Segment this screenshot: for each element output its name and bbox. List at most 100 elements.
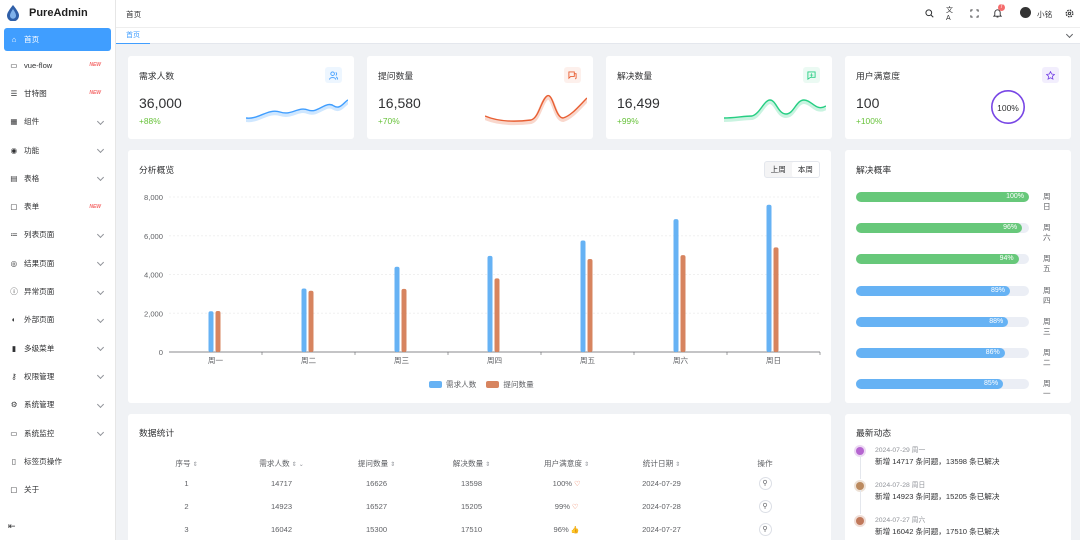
bar[interactable] — [215, 311, 221, 352]
sort-icon[interactable]: ⇕ — [485, 462, 491, 468]
tab-menu-chevron-icon[interactable] — [1065, 30, 1074, 39]
avatar[interactable] — [1020, 7, 1031, 18]
sort-icon[interactable]: ⇕ — [390, 462, 396, 468]
sidebar-item[interactable]: ◎ 结果页面 — [0, 249, 115, 277]
sidebar-item-label: 外部页面 — [24, 315, 55, 325]
column-header[interactable]: 解决数量 ⇕ — [424, 455, 519, 472]
list-icon: ≔ — [10, 230, 18, 240]
column-header[interactable]: 提问数量 ⇕ — [329, 455, 424, 472]
column-header[interactable]: 统计日期 ⇕ — [614, 455, 709, 472]
last-week-button[interactable]: 上周 — [770, 165, 786, 174]
bar[interactable] — [494, 278, 500, 352]
sidebar-item[interactable]: ▮ 多级菜单 — [0, 334, 115, 362]
rate-row: 85% 周一 — [856, 379, 1051, 398]
collapse-sidebar-icon[interactable]: ⇤ — [8, 521, 16, 531]
table-cell: 17510 — [424, 518, 519, 540]
chevron-down-icon[interactable] — [96, 230, 105, 238]
sort-icon[interactable]: ⇕ — [675, 462, 681, 468]
overview-title: 分析概览 — [139, 165, 175, 175]
chevron-down-icon[interactable] — [96, 372, 105, 380]
sidebar-item[interactable]: ▭ 系统监控 — [0, 419, 115, 447]
breadcrumb[interactable]: 首页 — [126, 10, 142, 19]
bar[interactable] — [680, 255, 686, 352]
bar[interactable] — [394, 266, 400, 352]
bar[interactable] — [673, 219, 679, 352]
bar[interactable] — [401, 288, 407, 352]
table-cell: 1 — [139, 472, 234, 495]
translate-icon[interactable]: 文A — [946, 6, 953, 22]
sidebar-item[interactable]: ▭ vue-flow NEW — [0, 51, 115, 79]
column-header[interactable]: 序号 ⇕ — [139, 455, 234, 472]
cell-text: 100% — [552, 479, 573, 488]
bar[interactable] — [766, 204, 772, 352]
column-header[interactable]: 需求人数 ⇕ ⌄ — [234, 455, 329, 472]
timeline-dot — [856, 482, 864, 490]
cell-text: 17510 — [460, 525, 483, 534]
bar[interactable] — [487, 255, 493, 352]
check-circle-icon: ◎ — [10, 258, 18, 268]
timeline-text: 新增 16042 条问题，17510 条已解决 — [875, 527, 1000, 536]
sparkline — [246, 99, 348, 123]
sidebar-item[interactable]: ◐ 外部页面 — [0, 306, 115, 334]
search-icon[interactable] — [924, 8, 934, 18]
column-header-label: 需求人数 — [259, 459, 290, 468]
table-cell: 99% ♡ — [519, 495, 614, 518]
sidebar-menu: ⌂ 首页 ▭ vue-flow NEW ☰ 甘特图 NEW ▦ 组件 ◉ 功能 ▤ 表格 ▢ 表单 NEW ≔ 列表… — [0, 28, 115, 504]
view-search-button[interactable]: ⚲ — [758, 477, 772, 490]
y-tick-label: 0 — [159, 348, 163, 357]
chevron-down-icon[interactable] — [96, 117, 105, 125]
view-search-button[interactable]: ⚲ — [758, 500, 772, 513]
chevron-down-icon[interactable] — [96, 344, 105, 352]
sidebar-item[interactable]: ◉ 功能 — [0, 136, 115, 164]
chevron-down-icon[interactable] — [96, 400, 105, 408]
this-week-button[interactable]: 本周 — [791, 162, 819, 177]
filter-chevron-icon[interactable]: ⌄ — [298, 462, 304, 468]
sidebar-item[interactable]: ≔ 列表页面 — [0, 221, 115, 249]
sidebar-item[interactable]: ☰ 甘特图 NEW — [0, 79, 115, 107]
username[interactable]: 小铭 — [1037, 10, 1053, 19]
table-cell: 15300 — [329, 518, 424, 540]
bar[interactable] — [308, 290, 314, 352]
legend-item[interactable]: 提问数量 — [486, 379, 534, 390]
chevron-down-icon[interactable] — [96, 287, 105, 295]
sidebar-item[interactable]: ⚙ 系统管理 — [0, 391, 115, 419]
chevron-down-icon[interactable] — [96, 259, 105, 267]
view-search-button[interactable]: ⚲ — [758, 523, 772, 536]
sidebar-item[interactable]: ⓘ 异常页面 — [0, 277, 115, 305]
timeline-timestamp: 2024-07-28 周日 — [875, 482, 926, 489]
x-tick-label: 周五 — [580, 356, 596, 365]
sidebar-item[interactable]: ▦ 组件 — [0, 108, 115, 136]
question-icon — [564, 67, 581, 83]
sidebar-item[interactable]: ▤ 表格 — [0, 164, 115, 192]
bar[interactable] — [208, 311, 214, 352]
cell-text: 2024-07-29 — [642, 479, 681, 488]
sort-icon[interactable]: ⇕ — [291, 462, 297, 468]
cell-text: 1 — [184, 479, 189, 488]
cell-text: 16626 — [365, 479, 388, 488]
sidebar-item[interactable]: ▢ 关于 — [0, 475, 115, 503]
sidebar-item-label: vue-flow — [24, 60, 53, 70]
fullscreen-icon[interactable] — [969, 8, 979, 18]
sort-icon[interactable]: ⇕ — [583, 462, 589, 468]
about-icon: ▢ — [10, 485, 18, 495]
chevron-down-icon[interactable] — [96, 428, 105, 437]
sidebar-item[interactable]: ⚷ 权限管理 — [0, 362, 115, 390]
legend-item[interactable]: 需求人数 — [429, 379, 476, 390]
bar[interactable] — [580, 240, 586, 352]
sidebar-item[interactable]: ▯ 标签页操作 — [0, 447, 115, 475]
bar[interactable] — [587, 259, 593, 352]
sidebar-item[interactable]: ▢ 表单 NEW — [0, 192, 115, 220]
column-header[interactable]: 用户满意度 ⇕ — [519, 455, 614, 472]
bar[interactable] — [773, 247, 779, 352]
sort-icon[interactable]: ⇕ — [192, 462, 198, 468]
app-logo[interactable]: PureAdmin — [0, 0, 115, 26]
sidebar-item[interactable]: ⌂ 首页 — [4, 28, 111, 51]
settings-icon[interactable] — [1064, 8, 1074, 18]
y-tick-label: 6,000 — [144, 232, 163, 241]
table-row: 2 14923 16527 15205 99% ♡ 2024-07-28 ⚲ — [139, 495, 821, 518]
chevron-down-icon[interactable] — [96, 145, 105, 154]
chevron-down-icon[interactable] — [96, 315, 105, 323]
tab-home[interactable]: 首页 — [116, 28, 150, 44]
bar[interactable] — [301, 288, 307, 352]
chevron-down-icon[interactable] — [96, 174, 105, 182]
